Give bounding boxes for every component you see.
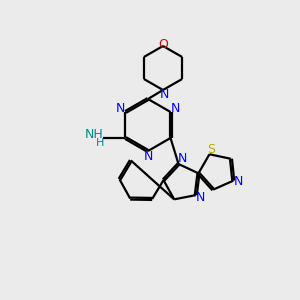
Text: S: S [208, 143, 215, 156]
Text: NH: NH [85, 128, 104, 142]
Text: N: N [178, 152, 187, 166]
Text: O: O [158, 38, 168, 52]
Text: N: N [116, 103, 125, 116]
Text: H: H [96, 138, 105, 148]
Text: N: N [143, 151, 153, 164]
Text: N: N [159, 88, 169, 101]
Text: N: N [234, 175, 243, 188]
Text: N: N [196, 190, 206, 204]
Text: N: N [171, 103, 180, 116]
